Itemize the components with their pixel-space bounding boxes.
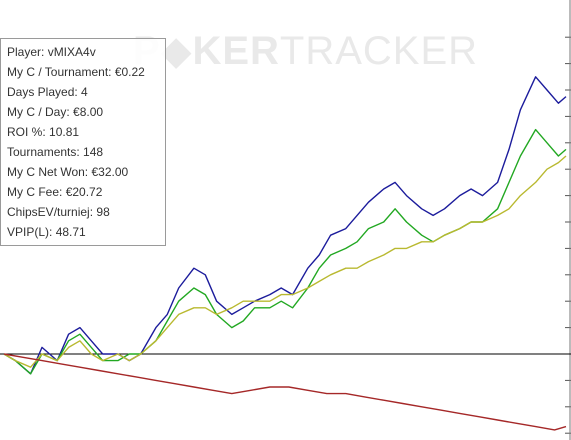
stat-roi: ROI %: 10.81 <box>7 125 80 139</box>
series-line-2 <box>3 155 567 368</box>
stat-my-c-per-tournament: My C / Tournament: €0.22 <box>7 65 145 79</box>
stat-vpip: VPIP(L): 48.71 <box>7 225 86 239</box>
stat-days-played: Days Played: 4 <box>7 85 88 99</box>
series-line-0 <box>3 76 567 375</box>
stat-my-c-fee: My C Fee: €20.72 <box>7 185 103 199</box>
stat-my-c-net-won: My C Net Won: €32.00 <box>7 165 129 179</box>
series-layer <box>3 76 567 431</box>
series-line-3 <box>3 353 567 431</box>
stat-tournaments: Tournaments: 148 <box>7 145 104 159</box>
stats-panel: Player: vMIXA4v My C / Tournament: €0.22… <box>0 38 166 246</box>
stat-my-c-per-day: My C / Day: €8.00 <box>7 105 104 119</box>
right-axis-ticks <box>565 0 571 440</box>
pokertracker-watermark: P◆KERTRACKER <box>133 29 479 73</box>
stat-chipsev: ChipsEV/turniej: 98 <box>7 205 110 219</box>
stat-player: Player: vMIXA4v <box>7 45 96 59</box>
